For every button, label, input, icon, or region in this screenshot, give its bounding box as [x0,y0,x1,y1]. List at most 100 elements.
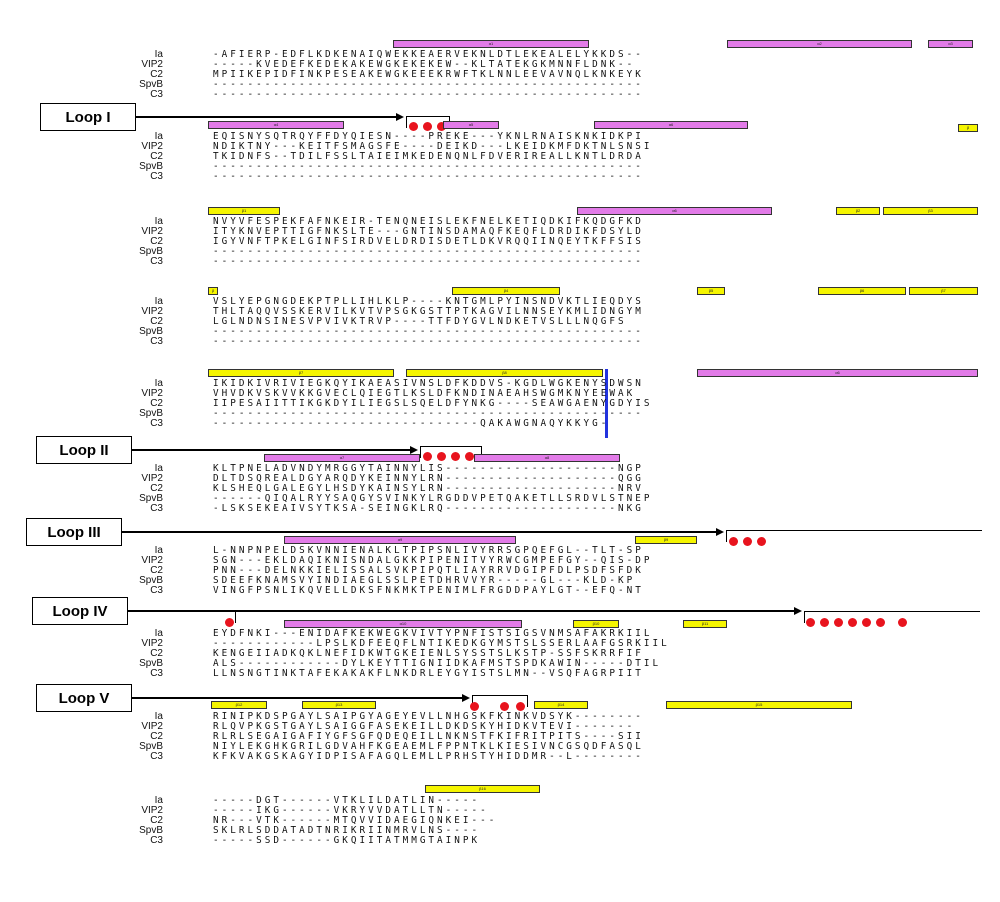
loop-label-5: Loop V [36,684,132,712]
sequence-row: RINIPKDSPGAYLSAIPGYAGEYEVLLNHGSKFKINKVDS… [213,711,644,722]
helix-bar: α4 [208,121,344,129]
loop-arrow [132,449,412,451]
alignment-block-4: β β4 β5 β6 β7 Ia VSLYEPGNGDEKPTPLLIHLKLP… [0,285,1000,355]
contact-dot-icon [423,122,432,131]
strand-bar: β12 [211,701,267,709]
alignment-block-9: β12 β13 β14 β15 Ia RINIPKDSPGAYLSAIPGYAG… [0,700,1000,775]
contact-dot-icon [862,618,871,627]
seq-name: C3 [150,256,163,267]
contact-dot-icon [437,452,446,461]
seq-name: SpvB [139,79,163,90]
sequence-row: TKIDNFS--TDILFSSLTAIEIMKEDENQNLFDVERIREA… [213,151,644,162]
sequence-row: SDEEFKNAMSVYINDIAEGLSSLPETDHRVVYR-----GL… [213,575,636,586]
sequence-row: ------QIQALRYYSAQGYSVINKYLRGDDVPETQAKETL… [213,493,653,504]
seq-name: Ia [154,795,163,806]
sequence-row: THLTAQQVSSKERVILKVTVPSGKGSTTPTKAGVILNNSE… [213,306,644,317]
contact-dot-icon [848,618,857,627]
strand-bar: β7 [909,287,978,295]
sequence-row: SKLRLSDDATADTNRIKRIINMRVLNS---- [213,825,481,836]
sequence-row: ITYKNVEPTTIGFNKSLTE---GNTINSDAMAQFKEQFLD… [213,226,644,237]
arrow-head-icon [462,694,470,702]
seq-name: SpvB [139,825,163,836]
contact-dot-icon [500,702,509,711]
sequence-row: NVYVFESPEKFAFNKEIR-TENQNEISLEKFNELKETIQD… [213,216,644,227]
loop-label-4: Loop IV [32,597,128,625]
seq-name: C3 [150,668,163,679]
strand-bar: β14 [534,701,588,709]
alignment-block-6: α7 α8 Ia KLTPNELADVNDYMRGGYTAINNYLIS----… [0,452,1000,527]
sequence-row: ----------------------------------------… [213,171,644,182]
seq-name: C3 [150,171,163,182]
seq-name: VIP2 [141,226,163,237]
seq-name: VIP2 [141,555,163,566]
seq-name: C3 [150,751,163,762]
sequence-row: LGLNDNSINESVPVIVKTRVP----TTFDYGVLNDKETVS… [213,316,627,327]
seq-name: C2 [150,69,163,80]
seq-name: C3 [150,336,163,347]
sequence-row: ----------------------------------------… [213,326,644,337]
contact-dot-icon [729,537,738,546]
arrow-head-icon [794,607,802,615]
helix-bar: α10 [284,620,522,628]
loop-label-3: Loop III [26,518,122,546]
helix-bar: α6 [697,369,978,377]
sequence-row: KENGEIIADKQKLNEFIDKWTGKEIENLSYSSTSLKSTP-… [213,648,644,659]
sequence-row: -LSKSEKEAIVSYTKSA-SEINGKLRQ-------------… [213,503,644,514]
seq-name: C2 [150,565,163,576]
strand-bar: β [958,124,978,132]
sequence-row: -----KVEDEFKEDEKAKEWGKEKEKEW--KLTATEKGKM… [213,59,636,70]
sequence-row: MPIIKEPIDFINKPESEAKEWGKEEEKRWFTKLNNLEEVA… [213,69,644,80]
sequence-row: ----------------------------------------… [213,246,644,257]
sequence-row: ----------------------------------------… [213,79,644,90]
loop-arrow [122,531,720,533]
sequence-row: VHVDKVSKVVKKGVECLQIEGTLKSLDFKNDINAEAHSWG… [213,388,636,399]
contact-dot-icon [451,452,460,461]
helix-bar: α7 [264,454,420,462]
loop-bracket [420,446,482,458]
helix-bar: α1 [393,40,589,48]
helix-bar: α2 [727,40,912,48]
seq-name: Ia [154,296,163,307]
sequence-row: SGN---EKLDAQIKNISNDALGKKPIPENITVYRWCGMPE… [213,555,653,566]
contact-dot-icon [757,537,766,546]
seq-name: SpvB [139,326,163,337]
strand-bar: β7 [208,369,394,377]
helix-bar: α9 [284,536,516,544]
strand-bar: β4 [452,287,560,295]
sequence-row: KLSHEQLGALEGYLHSDYKAINSYLRN-------------… [213,483,644,494]
seq-name: Ia [154,49,163,60]
contact-dot-icon [516,702,525,711]
alignment-block-10: β16 Ia -----DGT------VTKLILDATLIN----- V… [0,784,1000,859]
contact-dot-icon [225,618,234,627]
seq-name: SpvB [139,575,163,586]
seq-name: C2 [150,815,163,826]
loop-arrow [136,116,399,118]
seq-name: Ia [154,131,163,142]
loop-arrow [132,697,465,699]
strand-bar: β16 [425,785,540,793]
sequence-row: LLNSNGTINKTAFEKAKAKFLNKDRLEYGYISTSLMN--V… [213,668,644,679]
seq-name: C3 [150,835,163,846]
seq-name: VIP2 [141,805,163,816]
strand-bar: β5 [697,287,725,295]
sequence-row: IGYVNFTPKELGINFSIRDVELDRDISDETLDKVRQQIIN… [213,236,644,247]
strand-bar: β11 [683,620,727,628]
loop-label-1: Loop I [40,103,136,131]
loop-label-2: Loop II [36,436,132,464]
seq-name: C2 [150,648,163,659]
contact-dot-icon [409,122,418,131]
seq-name: VIP2 [141,473,163,484]
strand-bar: β10 [573,620,619,628]
seq-name: C3 [150,503,163,514]
contact-dot-icon [806,618,815,627]
alignment-block-5: β7 β8 α6 Ia IKIDKIVRIVIEGKQYIKAEASIVNSLD… [0,367,1000,442]
loop-bracket [726,530,982,542]
sequence-row: VSLYEPGNGDEKPTPLLIHLKLP----KNTGMLPYINSND… [213,296,644,307]
seq-name: SpvB [139,493,163,504]
strand-bar: β6 [818,287,906,295]
seq-name: C2 [150,731,163,742]
seq-name: C3 [150,418,163,429]
seq-name: Ia [154,628,163,639]
sequence-row: ----------------------------------------… [213,336,644,347]
